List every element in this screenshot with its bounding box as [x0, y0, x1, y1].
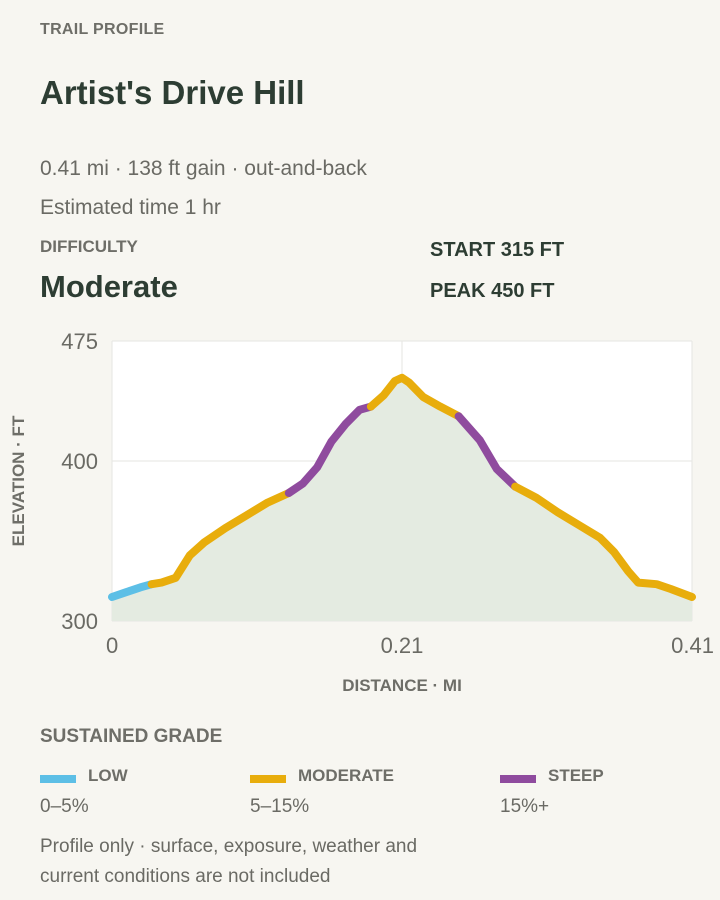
sustained-grade-title: SUSTAINED GRADE — [40, 726, 223, 747]
elevation-area-fill — [112, 377, 692, 621]
footnote: Profile only · surface, exposure, weathe… — [40, 836, 418, 887]
y-axis-title: ELEVATION · FT — [9, 415, 28, 546]
difficulty-label: DIFFICULTY — [40, 237, 138, 256]
legend-name-low: LOW — [88, 766, 128, 785]
elevation-segment-steep — [454, 412, 520, 491]
tick-label-layer: 300 400 475 0 0.21 0.41 — [61, 329, 714, 658]
estimated-time: Estimated time 1 hr — [40, 196, 221, 219]
start-elevation-stat: START 315 FT — [430, 239, 565, 261]
legend-range-moderate: 5–15% — [250, 796, 310, 817]
difficulty-value: Moderate — [40, 269, 178, 304]
legend-swatch-low — [40, 775, 76, 783]
y-tick-label: 475 — [61, 329, 98, 354]
x-tick-label: 0.41 — [671, 633, 714, 658]
elevation-segment-moderate — [366, 373, 463, 421]
elevation-chart: 300 400 475 0 0.21 0.41 DISTANCE · MI ELEVATI… — [9, 329, 714, 695]
peak-elevation-stat: PEAK 450 FT — [430, 280, 555, 302]
elevation-line-layer — [108, 373, 696, 601]
legend-range-low: 0–5% — [40, 796, 89, 817]
y-tick-label: 300 — [61, 609, 98, 634]
legend-name-steep: STEEP — [548, 766, 604, 785]
elevation-segment-steep — [284, 402, 375, 497]
trail-profile-kicker: TRAIL PROFILE — [40, 21, 165, 38]
legend-swatch-steep — [500, 775, 536, 783]
legend-range-steep: 15%+ — [500, 796, 550, 817]
legend-name-moderate: MODERATE — [298, 766, 395, 785]
trail-title: Artist's Drive Hill — [40, 74, 305, 111]
elevation-segment-moderate — [511, 482, 696, 601]
elevation-segment-low — [108, 580, 156, 601]
x-axis-title: DISTANCE · MI — [342, 676, 462, 695]
y-tick-label: 400 — [61, 449, 98, 474]
trail-summary: 0.41 mi · 138 ft gain · out-and-back — [40, 157, 367, 180]
x-tick-label: 0.21 — [381, 633, 424, 658]
x-tick-label: 0 — [106, 633, 118, 658]
elevation-segment-moderate — [147, 489, 293, 589]
legend-swatch-moderate — [250, 775, 286, 783]
